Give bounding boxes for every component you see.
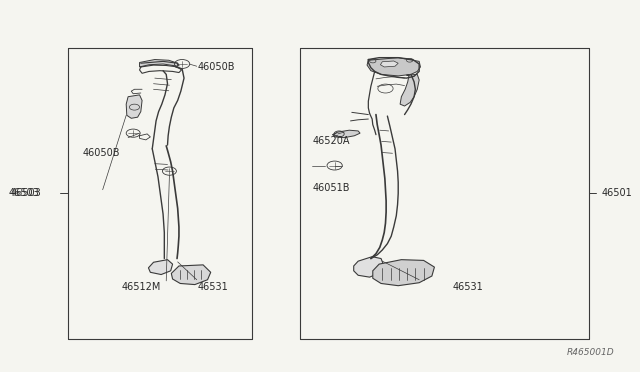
Polygon shape xyxy=(172,265,211,285)
Text: 46531: 46531 xyxy=(198,282,228,292)
Text: 46050B: 46050B xyxy=(198,62,236,72)
Polygon shape xyxy=(126,95,142,118)
Polygon shape xyxy=(380,61,398,67)
Text: 46512M: 46512M xyxy=(122,282,161,292)
Text: 46050B: 46050B xyxy=(83,148,120,157)
Polygon shape xyxy=(372,260,435,286)
Text: 46503: 46503 xyxy=(8,189,39,198)
Polygon shape xyxy=(400,74,419,106)
Text: 46501: 46501 xyxy=(602,189,632,198)
Text: 46531: 46531 xyxy=(452,282,483,292)
Text: 46503: 46503 xyxy=(10,189,41,198)
Text: 46520A: 46520A xyxy=(312,137,350,146)
Polygon shape xyxy=(333,130,360,138)
Polygon shape xyxy=(367,58,420,76)
Polygon shape xyxy=(140,60,178,67)
Polygon shape xyxy=(148,260,173,275)
Polygon shape xyxy=(354,257,383,277)
Text: 46051B: 46051B xyxy=(312,183,350,193)
Text: R465001D: R465001D xyxy=(566,348,614,357)
